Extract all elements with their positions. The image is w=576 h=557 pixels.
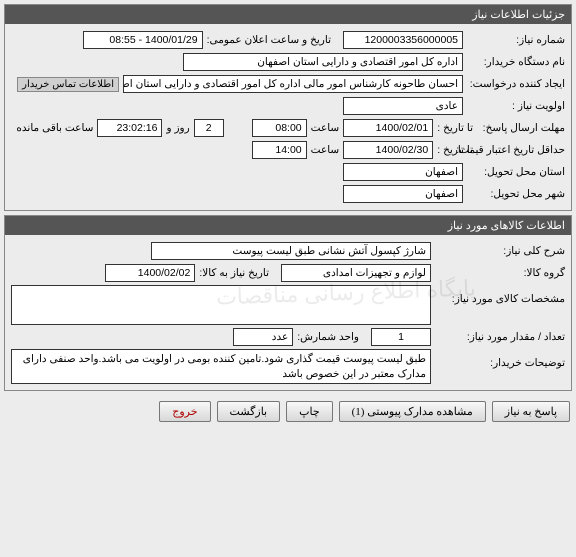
priority-field: عادی — [343, 97, 463, 115]
goods-info-panel: اطلاعات کالاهای مورد نیاز شرح کلی نیاز: … — [4, 215, 572, 391]
time-remaining-field: 23:02:16 — [97, 119, 162, 137]
req-no-label: شماره نیاز: — [467, 34, 565, 46]
unit-label: واحد شمارش: — [297, 331, 359, 343]
days-label: روز و — [166, 122, 189, 134]
notes-label: توضیحات خریدار: — [435, 349, 565, 369]
need-date-label: تاریخ نیاز به کالا: — [199, 267, 269, 279]
group-field: لوازم و تجهیزات امدادی — [281, 264, 431, 282]
min-valid-date-field: 1400/02/30 — [343, 141, 433, 159]
qty-label: تعداد / مقدار مورد نیاز: — [435, 331, 565, 343]
days-remaining-field: 2 — [194, 119, 224, 137]
to-date-label-2: تا تاریخ : — [437, 144, 473, 156]
deadline-label: مهلت ارسال پاسخ: — [477, 122, 565, 134]
requester-label: ایجاد کننده درخواست: — [467, 78, 565, 90]
time-label-1: ساعت — [311, 122, 340, 134]
to-date-label: تا تاریخ : — [437, 122, 473, 134]
delivery-prov-label: استان محل تحویل: — [467, 166, 565, 178]
buyer-org-field: اداره کل امور اقتصادی و دارایی استان اصف… — [183, 53, 463, 71]
panel2-header: اطلاعات کالاهای مورد نیاز — [5, 216, 571, 235]
remain-label: ساعت باقی مانده — [16, 122, 93, 134]
group-label: گروه کالا: — [435, 267, 565, 279]
desc-label: شرح کلی نیاز: — [435, 245, 565, 257]
attachments-button[interactable]: مشاهده مدارک پیوستی (1) — [339, 401, 486, 422]
notes-field: طبق لیست پیوست قیمت گذاری شود.تامین کنند… — [11, 349, 431, 384]
delivery-city-field: اصفهان — [343, 185, 463, 203]
time-label-2: ساعت — [311, 144, 340, 156]
need-details-panel: جزئیات اطلاعات نیاز شماره نیاز: 12000033… — [4, 4, 572, 211]
panel1-header: جزئیات اطلاعات نیاز — [5, 5, 571, 24]
announce-field: 1400/01/29 - 08:55 — [83, 31, 203, 49]
back-button[interactable]: بازگشت — [217, 401, 281, 422]
req-no-field: 1200003356000005 — [343, 31, 463, 49]
print-button[interactable]: چاپ — [286, 401, 333, 422]
buyer-org-label: نام دستگاه خریدار: — [467, 56, 565, 68]
announce-label: تاریخ و ساعت اعلان عمومی: — [207, 34, 331, 46]
need-date-field: 1400/02/02 — [105, 264, 195, 282]
contact-info-button[interactable]: اطلاعات تماس خریدار — [17, 77, 119, 92]
delivery-prov-field: اصفهان — [343, 163, 463, 181]
button-bar: پاسخ به نیاز مشاهده مدارک پیوستی (1) چاپ… — [0, 395, 576, 428]
min-valid-label: حداقل تاریخ اعتبار قیمت: — [477, 144, 565, 156]
deadline-date-field: 1400/02/01 — [343, 119, 433, 137]
unit-field: عدد — [233, 328, 293, 346]
requester-field: احسان طاحونه کارشناس امور مالی اداره کل … — [123, 75, 463, 93]
priority-label: اولویت نیاز : — [467, 100, 565, 112]
min-valid-time-field: 14:00 — [252, 141, 307, 159]
desc-field: شارژ کپسول آتش نشانی طبق لیست پیوست — [151, 242, 431, 260]
spec-field — [11, 285, 431, 325]
deadline-time-field: 08:00 — [252, 119, 307, 137]
qty-field: 1 — [371, 328, 431, 346]
spec-label: مشخصات کالای مورد نیاز: — [435, 285, 565, 305]
reply-button[interactable]: پاسخ به نیاز — [492, 401, 570, 422]
exit-button[interactable]: خروج — [159, 401, 210, 422]
delivery-city-label: شهر محل تحویل: — [467, 188, 565, 200]
